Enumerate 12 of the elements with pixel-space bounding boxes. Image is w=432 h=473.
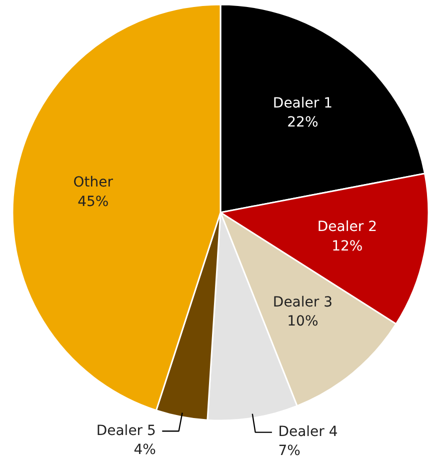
slice-label: Dealer 5	[96, 422, 156, 439]
data-label: 4%	[134, 442, 156, 458]
slice-label: Dealer 2	[317, 219, 377, 236]
data-label: 10%	[287, 313, 318, 330]
slice-label: Dealer 1	[272, 96, 332, 112]
slice-label: Dealer 3	[272, 294, 332, 310]
data-label: 22%	[287, 114, 318, 131]
data-label: 7%	[278, 443, 300, 460]
data-label: 45%	[78, 194, 109, 210]
slice-label: Other	[73, 174, 114, 191]
slice-label: Dealer 4	[278, 424, 338, 440]
data-label: 12%	[332, 238, 363, 254]
